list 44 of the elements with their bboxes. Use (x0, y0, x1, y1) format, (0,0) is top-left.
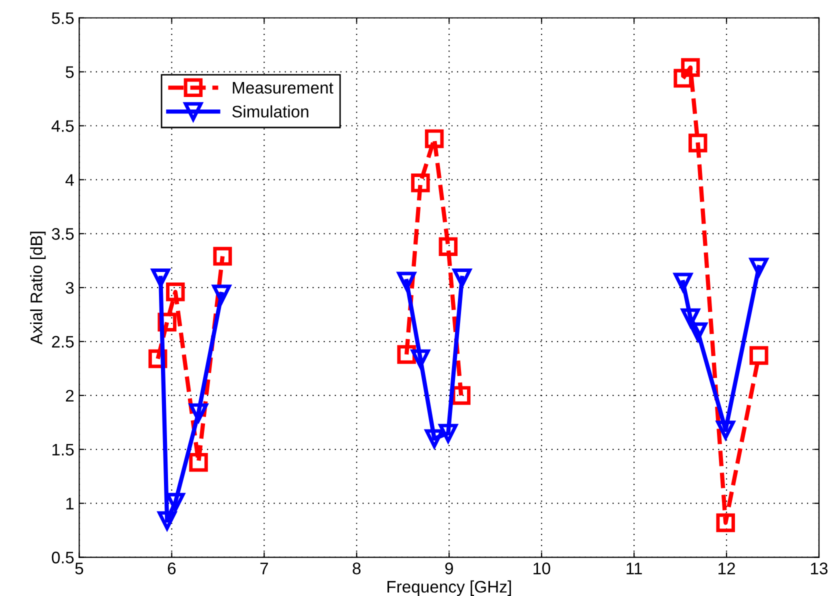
point (189, 452, 208, 472)
point (452, 268, 472, 288)
point (438, 424, 458, 443)
point (411, 349, 430, 368)
y-tick-label: 0.5 (52, 552, 74, 564)
point (688, 134, 708, 152)
point (674, 68, 692, 88)
point (189, 403, 208, 422)
point (681, 308, 700, 328)
point (166, 282, 185, 302)
y-tick-label: 5.5 (52, 12, 74, 24)
point (716, 513, 735, 532)
point (151, 268, 170, 288)
x-axis-title: Frequency [GHz] (387, 580, 511, 596)
point (750, 346, 768, 365)
y-axis-title: Axial Ratio [dB] (30, 232, 46, 345)
x-tick-label: 11 (626, 562, 642, 574)
x-tick-label: 5 (75, 562, 84, 574)
x-tick-label: 10 (534, 562, 550, 574)
y-tick-label: 2 (66, 390, 74, 402)
y-tick-label: 3 (66, 282, 74, 294)
point (674, 272, 692, 292)
x-tick-label: 9 (445, 562, 453, 574)
y-tick-label: 4 (65, 174, 74, 186)
x-tick-label: 12 (718, 562, 735, 574)
point (681, 58, 700, 77)
y-tick-label: 1.5 (52, 444, 74, 456)
x-tick-label: 6 (168, 562, 176, 574)
y-tick-label: 1 (66, 498, 74, 510)
x-tick-label: 8 (352, 562, 361, 574)
y-tick-label: 2.5 (52, 336, 74, 348)
point (166, 492, 185, 512)
x-tick-label: 13 (810, 562, 828, 574)
point (716, 420, 735, 440)
point (213, 246, 232, 266)
y-tick-label: 3.5 (52, 228, 74, 240)
legend-label: Measurement (232, 82, 334, 94)
point (411, 174, 430, 192)
legend-label: Simulation (232, 105, 308, 118)
x-tick-label: 7 (260, 562, 268, 574)
y-tick-label: 5 (66, 66, 74, 78)
point (424, 129, 444, 148)
point (438, 237, 458, 256)
y-tick-label: 4.5 (52, 120, 74, 132)
